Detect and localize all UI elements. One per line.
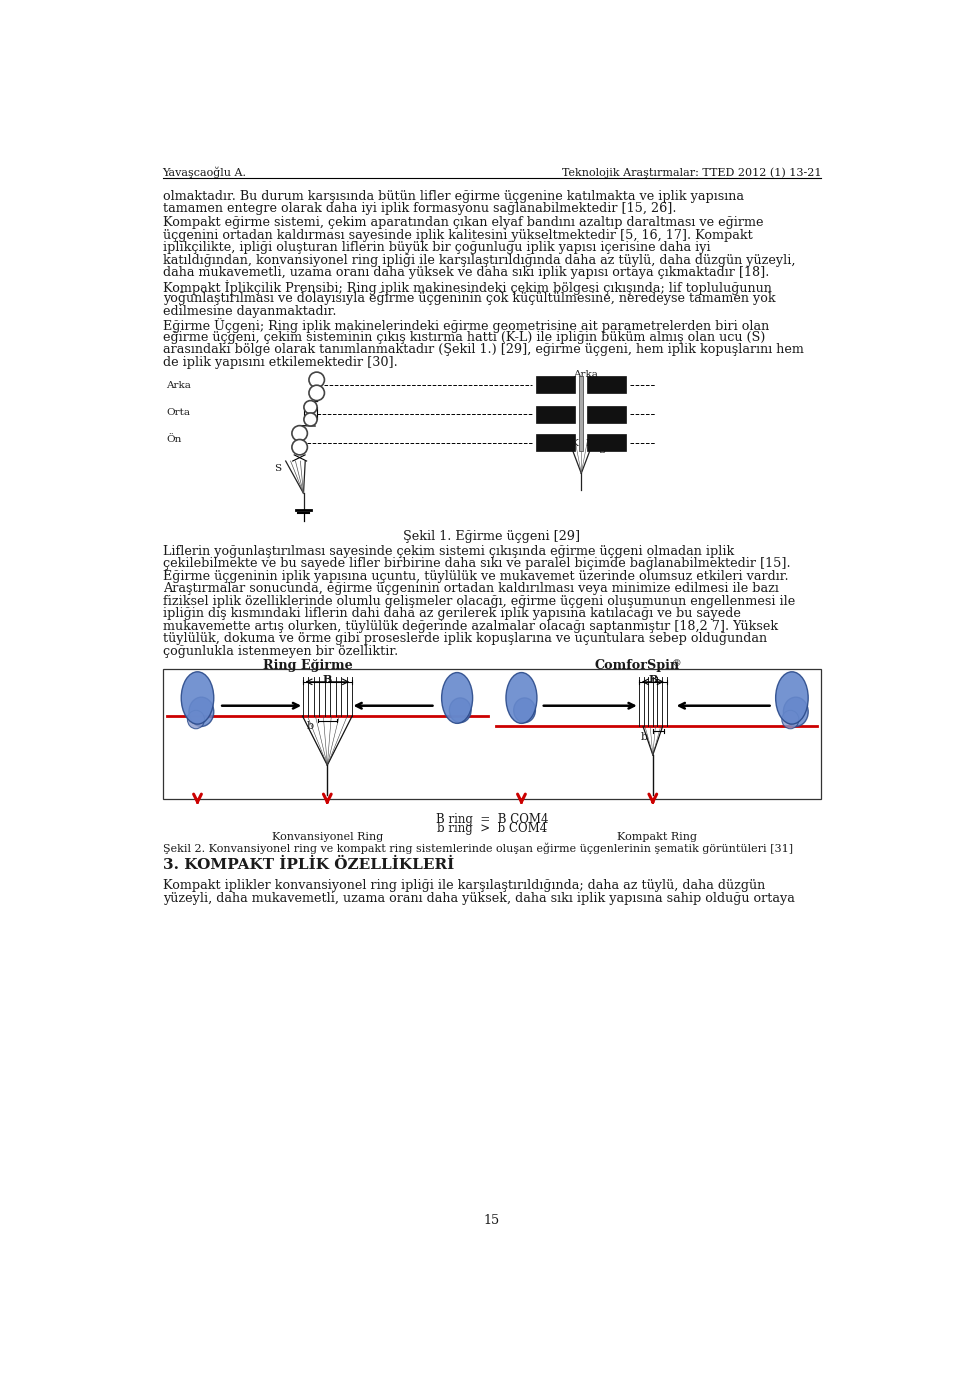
Text: üçgenini ortadan kaldırması sayesinde iplik kalitesini yükseltmektedir [5, 16, 1: üçgenini ortadan kaldırması sayesinde ip… [162,229,753,241]
Bar [537,405,575,423]
Ellipse shape [506,673,537,724]
Text: Konvansiyonel Ring: Konvansiyonel Ring [272,832,383,842]
Bar [162,670,822,799]
Text: çoğunlukla istenmeyen bir özelliktir.: çoğunlukla istenmeyen bir özelliktir. [162,645,397,657]
Ellipse shape [776,671,808,724]
Text: Şekil 2. Konvansiyonel ring ve kompakt ring sistemlerinde oluşan eğirme üçgenler: Şekil 2. Konvansiyonel ring ve kompakt r… [162,843,793,854]
Text: Şekil 1. Eğirme üçgeni [29]: Şekil 1. Eğirme üçgeni [29] [403,530,581,544]
Text: arasındaki bölge olarak tanımlanmaktadır (Şekil 1.) [29], eğirme üçgeni, hem ipl: arasındaki bölge olarak tanımlanmaktadır… [162,344,804,356]
Circle shape [292,426,307,441]
Text: S: S [275,465,281,473]
Circle shape [309,372,324,387]
Text: b: b [641,732,648,742]
Bar [588,376,626,394]
Text: Arka: Arka [573,370,597,379]
Ellipse shape [781,710,799,728]
Text: Ön: Ön [166,436,181,444]
Text: Ring Eğirme: Ring Eğirme [263,659,352,671]
Text: Liflerin yoğunlaştırılması sayesinde çekim sistemi çıkışında eğirme üçgeni olmad: Liflerin yoğunlaştırılması sayesinde çek… [162,545,733,558]
Text: tüylülük, dokuma ve örme gibi proseslerde iplik kopuşlarına ve uçuntulara sebep : tüylülük, dokuma ve örme gibi proseslerd… [162,632,767,645]
Text: olmaktadır. Bu durum karşısında bütün lifler eğirme üçgenine katılmakta ve iplik: olmaktadır. Bu durum karşısında bütün li… [162,190,744,203]
Text: Eğirme Üçgeni; Ring iplik makinelerindeki eğirme geometrisine ait parametrelerde: Eğirme Üçgeni; Ring iplik makinelerindek… [162,319,769,333]
Text: B: B [323,674,332,685]
Text: B ring  =  B COM4: B ring = B COM4 [436,813,548,825]
Text: edilmesine dayanmaktadır.: edilmesine dayanmaktadır. [162,305,336,318]
Text: de iplik yapısını etkilemektedir [30].: de iplik yapısını etkilemektedir [30]. [162,356,397,369]
Text: Araştırmalar sonucunda, eğirme üçgeninin ortadan kaldırılması veya minimize edil: Araştırmalar sonucunda, eğirme üçgeninin… [162,583,779,595]
Text: çekilebilmekte ve bu sayede lifler birbirine daha sıkı ve paralel biçimde bağlan: çekilebilmekte ve bu sayede lifler birbi… [162,558,790,570]
Ellipse shape [181,671,214,724]
Text: b: b [306,721,313,731]
Text: Kompakt eğirme sistemi, çekim aparatından çıkan elyaf bandını azaltıp daraltması: Kompakt eğirme sistemi, çekim aparatında… [162,216,763,229]
Ellipse shape [783,698,808,727]
Bar [588,405,626,423]
Bar [579,376,584,451]
Text: Arka: Arka [166,381,191,390]
Text: ®: ® [672,659,682,669]
Bar [537,434,575,451]
Bar [537,376,575,394]
Text: b ring  >  b COM4: b ring > b COM4 [437,822,547,835]
Text: Kompakt İplikçilik Prensibi; Ring iplik makinesindeki çekim bölgesi çıkışında; l: Kompakt İplikçilik Prensibi; Ring iplik … [162,280,772,295]
Text: ComforSpin: ComforSpin [594,659,680,671]
Text: mukavemette artış olurken, tüylülük değerinde azalmalar olacağı saptanmıştır [18: mukavemette artış olurken, tüylülük değe… [162,620,778,632]
Text: S: S [598,447,606,455]
Text: fiziksel iplik özelliklerinde olumlu gelişmeler olacağı, eğirme üçgeni oluşumunu: fiziksel iplik özelliklerinde olumlu gel… [162,595,795,608]
Text: tamamen entegre olarak daha iyi iplik formasyonu sağlanabilmektedir [15, 26].: tamamen entegre olarak daha iyi iplik fo… [162,203,676,215]
Text: B: B [648,674,658,685]
Text: Kompakt iplikler konvansiyonel ring ipliği ile karşılaştırıldığında; daha az tüy: Kompakt iplikler konvansiyonel ring ipli… [162,879,765,892]
Text: yoğunlaştırılması ve dolayısıyla eğirme üçgeninin çok küçültülmesine, neredeyse : yoğunlaştırılması ve dolayısıyla eğirme … [162,293,776,305]
Text: daha mukavemetli, uzama oranı daha yüksek ve daha sıkı iplik yapısı ortaya çıkma: daha mukavemetli, uzama oranı daha yükse… [162,266,769,279]
Bar [588,434,626,451]
Ellipse shape [187,710,204,728]
Text: K: K [571,438,578,448]
Circle shape [292,440,307,455]
Text: Eğirme üçgeninin iplik yapısına uçuntu, tüylülük ve mukavemet üzerinde olumsuz e: Eğirme üçgeninin iplik yapısına uçuntu, … [162,570,788,583]
Text: Yavaşcaoğlu A.: Yavaşcaoğlu A. [162,166,247,178]
Text: Teknolojik Araştırmalar: TTED 2012 (1) 13-21: Teknolojik Araştırmalar: TTED 2012 (1) 1… [562,168,822,178]
Text: T: T [597,438,604,448]
Circle shape [309,386,324,401]
Ellipse shape [189,698,214,727]
Circle shape [304,401,317,413]
Text: 3. KOMPAKT İPLİK ÖZELLİKLERİ: 3. KOMPAKT İPLİK ÖZELLİKLERİ [162,859,454,872]
Text: Orta: Orta [166,408,190,417]
Circle shape [304,413,317,426]
Text: ipliğin dış kısmındaki liflerin dahi daha az gerilerek iplik yapısına katılacağı: ipliğin dış kısmındaki liflerin dahi dah… [162,608,740,620]
Text: L: L [585,438,591,448]
Text: Kompakt Ring: Kompakt Ring [616,832,697,842]
Text: katıldığından, konvansiyonel ring ipliği ile karşılaştırıldığında daha az tüylü,: katıldığından, konvansiyonel ring ipliği… [162,254,795,266]
Text: iplikçilikte, ipliği oluşturan liflerin büyük bir çoğunluğu iplik yapısı içerisi: iplikçilikte, ipliği oluşturan liflerin … [162,241,710,254]
Ellipse shape [514,698,536,723]
Ellipse shape [442,673,472,724]
Text: yüzeyli, daha mukavemetli, uzama oranı daha yüksek, daha sıkı iplik yapısına sah: yüzeyli, daha mukavemetli, uzama oranı d… [162,892,795,904]
Text: eğirme üçgeni, çekim sisteminin çıkış kıstırma hattı (K-L) ile ipliğin büküm alm: eğirme üçgeni, çekim sisteminin çıkış kı… [162,331,765,344]
Text: 15: 15 [484,1214,500,1226]
Ellipse shape [449,698,471,723]
